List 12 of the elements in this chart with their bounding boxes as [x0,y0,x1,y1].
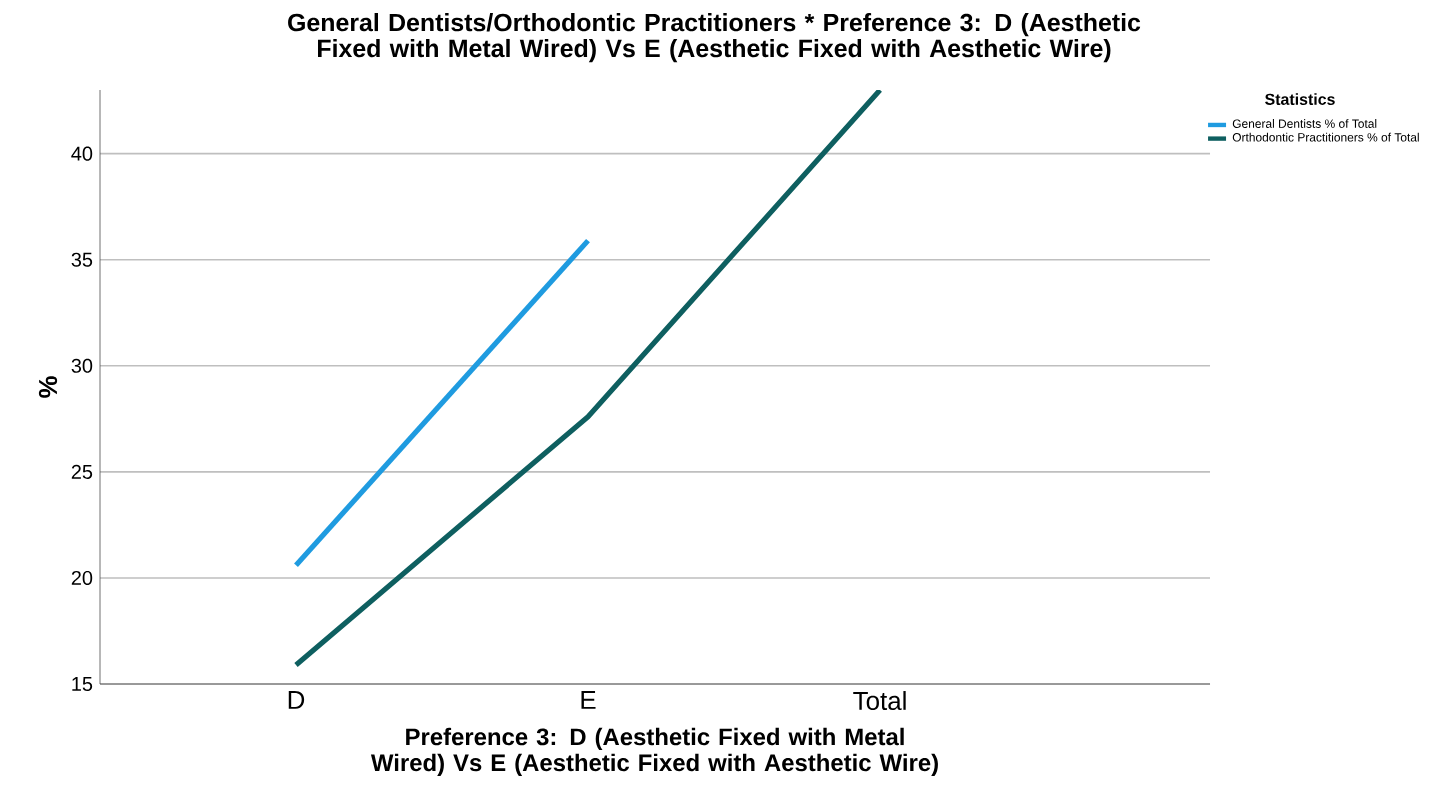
x-tick-label: E [581,691,596,709]
y-tick-label: 35 [71,252,93,267]
y-tick-label: 25 [71,464,93,479]
y-tick-label: 20 [71,570,93,585]
chart-title: General Dentists/Orthodontic Practitioners * Preference 3: D (Aesthetic Fixed with Metal Wired) Vs E (Aesthetic Fixed with Aesthetic Wire) [288,13,1141,63]
y-tick-label: 40 [71,146,93,161]
y-tick-label: 15 [72,677,93,691]
x-tick-label: Total [853,691,906,711]
x-axis-title: Preference 3: D (Aesthetic Fixed with Metal Wired) Vs E (Aesthetic Fixed with Aesthetic Wire) [370,727,938,776]
y-tick-label: 30 [71,358,93,373]
y-axis-title: % [38,376,58,398]
x-tick-label: D [288,691,305,709]
